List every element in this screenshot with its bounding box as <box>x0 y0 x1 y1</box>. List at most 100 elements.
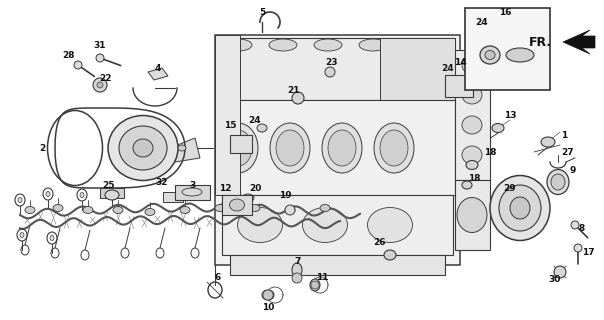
Polygon shape <box>563 30 595 54</box>
Ellipse shape <box>270 123 310 173</box>
Ellipse shape <box>328 130 356 166</box>
Text: 24: 24 <box>442 63 454 73</box>
Text: 15: 15 <box>223 121 236 130</box>
Text: 12: 12 <box>219 183 231 193</box>
Ellipse shape <box>466 161 478 170</box>
Ellipse shape <box>50 236 54 241</box>
Ellipse shape <box>510 197 530 219</box>
Text: 18: 18 <box>484 148 496 156</box>
Text: 4: 4 <box>155 63 161 73</box>
Ellipse shape <box>320 204 330 212</box>
Circle shape <box>554 266 566 278</box>
Text: 13: 13 <box>504 110 516 119</box>
Circle shape <box>325 67 335 77</box>
Circle shape <box>97 82 103 88</box>
Ellipse shape <box>359 39 387 51</box>
Ellipse shape <box>218 123 258 173</box>
Bar <box>465 8 550 90</box>
Polygon shape <box>170 138 200 162</box>
Text: 24: 24 <box>249 116 262 124</box>
Text: 3: 3 <box>189 180 195 189</box>
Text: 21: 21 <box>288 85 300 94</box>
Polygon shape <box>148 68 168 80</box>
Ellipse shape <box>20 233 24 237</box>
Ellipse shape <box>457 197 487 233</box>
Circle shape <box>263 290 273 300</box>
Ellipse shape <box>462 116 482 134</box>
Ellipse shape <box>105 190 119 200</box>
Text: 26: 26 <box>374 237 386 246</box>
Text: 14: 14 <box>454 58 466 67</box>
Circle shape <box>285 205 295 215</box>
Bar <box>163 192 183 202</box>
Ellipse shape <box>462 181 472 189</box>
Ellipse shape <box>224 130 252 166</box>
Bar <box>100 188 124 198</box>
Ellipse shape <box>462 146 482 164</box>
Ellipse shape <box>257 124 267 132</box>
Text: 17: 17 <box>582 247 594 257</box>
Ellipse shape <box>46 191 50 196</box>
Circle shape <box>96 54 104 62</box>
Ellipse shape <box>292 263 302 277</box>
Text: 7: 7 <box>295 258 301 267</box>
Text: 9: 9 <box>570 165 576 174</box>
Circle shape <box>93 78 107 92</box>
Text: 18: 18 <box>467 173 480 182</box>
Text: 2: 2 <box>39 143 45 153</box>
Ellipse shape <box>285 206 295 213</box>
Ellipse shape <box>180 206 190 213</box>
Ellipse shape <box>541 137 555 147</box>
Text: 30: 30 <box>549 276 561 284</box>
Bar <box>230 135 252 153</box>
Circle shape <box>292 273 302 283</box>
Ellipse shape <box>506 48 534 62</box>
Polygon shape <box>455 50 490 180</box>
Ellipse shape <box>499 185 541 231</box>
Text: 10: 10 <box>262 303 274 313</box>
Text: 27: 27 <box>562 148 574 156</box>
Ellipse shape <box>237 207 283 243</box>
Polygon shape <box>215 35 240 195</box>
Ellipse shape <box>322 123 362 173</box>
Text: 23: 23 <box>326 58 338 67</box>
Text: FR.: FR. <box>529 36 552 49</box>
Circle shape <box>571 221 579 229</box>
Text: 8: 8 <box>579 223 585 233</box>
Polygon shape <box>215 35 460 265</box>
Ellipse shape <box>269 39 297 51</box>
Text: 1: 1 <box>561 131 567 140</box>
Ellipse shape <box>25 206 35 213</box>
Ellipse shape <box>310 279 320 291</box>
Circle shape <box>292 92 304 104</box>
Polygon shape <box>230 255 445 275</box>
Ellipse shape <box>224 39 252 51</box>
Ellipse shape <box>262 290 274 300</box>
Ellipse shape <box>18 197 22 203</box>
Text: 25: 25 <box>101 180 114 189</box>
Ellipse shape <box>108 116 178 180</box>
Ellipse shape <box>145 209 155 215</box>
Text: 28: 28 <box>62 51 74 60</box>
Ellipse shape <box>133 139 153 157</box>
Ellipse shape <box>462 56 482 74</box>
Ellipse shape <box>276 130 304 166</box>
Text: 20: 20 <box>249 183 261 193</box>
Ellipse shape <box>367 207 413 243</box>
Circle shape <box>311 281 319 289</box>
Text: 5: 5 <box>259 7 265 17</box>
Ellipse shape <box>250 204 260 212</box>
Ellipse shape <box>83 206 93 213</box>
Ellipse shape <box>242 194 254 202</box>
Polygon shape <box>220 100 455 195</box>
Ellipse shape <box>303 207 347 243</box>
Ellipse shape <box>480 46 500 64</box>
Ellipse shape <box>215 204 225 212</box>
Polygon shape <box>222 195 453 255</box>
Ellipse shape <box>113 206 123 213</box>
Ellipse shape <box>551 174 565 190</box>
Text: 32: 32 <box>156 178 169 187</box>
Text: 16: 16 <box>499 7 511 17</box>
Ellipse shape <box>380 130 408 166</box>
Ellipse shape <box>374 123 414 173</box>
